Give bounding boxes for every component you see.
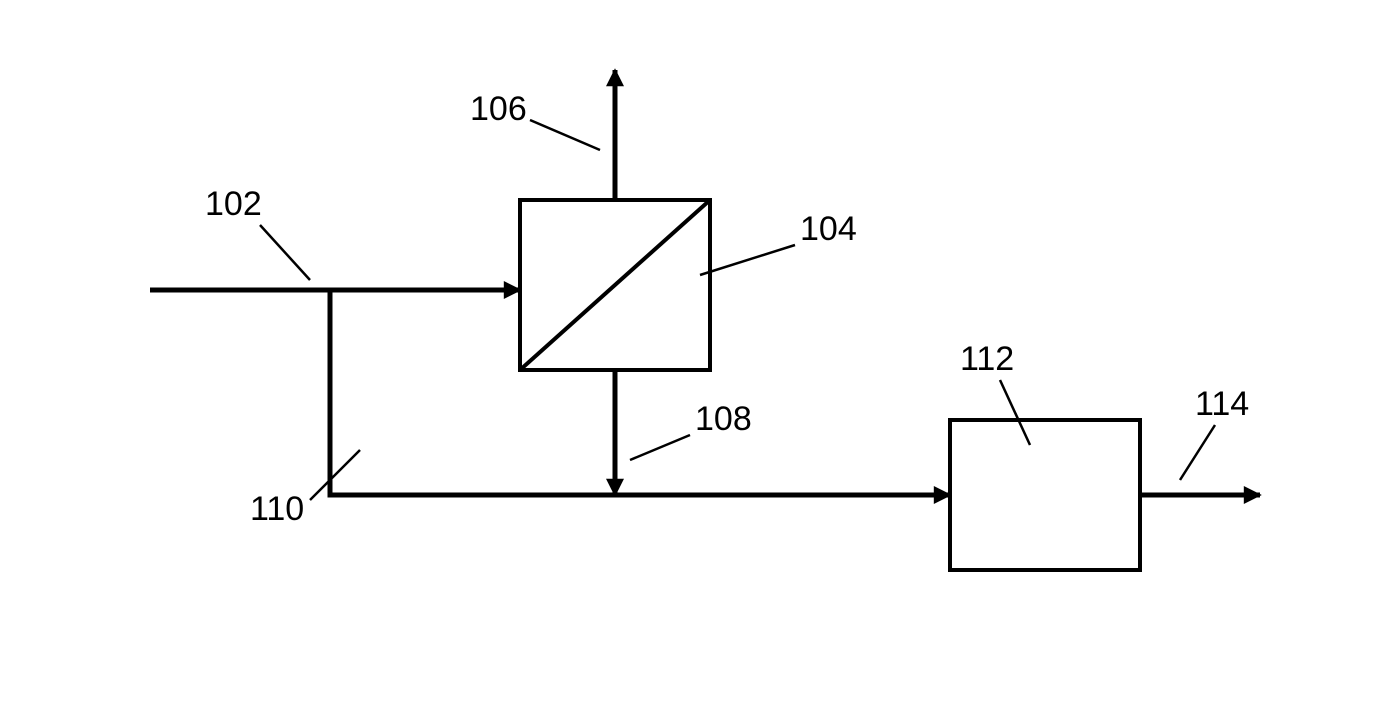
label-l108: 108 [695,400,752,438]
label-l114: 114 [1195,385,1249,423]
leader-l104 [700,245,795,275]
leader-l114 [1180,425,1215,480]
label-l102: 102 [205,185,262,223]
label-l104: 104 [800,210,857,248]
leader-l106 [530,120,600,150]
label-l112: 112 [960,340,1014,378]
leader-l102 [260,225,310,280]
label-l106: 106 [470,90,527,128]
edge-e110 [330,290,950,495]
box-b104 [520,200,710,370]
leader-l112 [1000,380,1030,445]
label-l110: 110 [250,490,304,528]
leader-l108 [630,435,690,460]
box-b112 [950,420,1140,570]
